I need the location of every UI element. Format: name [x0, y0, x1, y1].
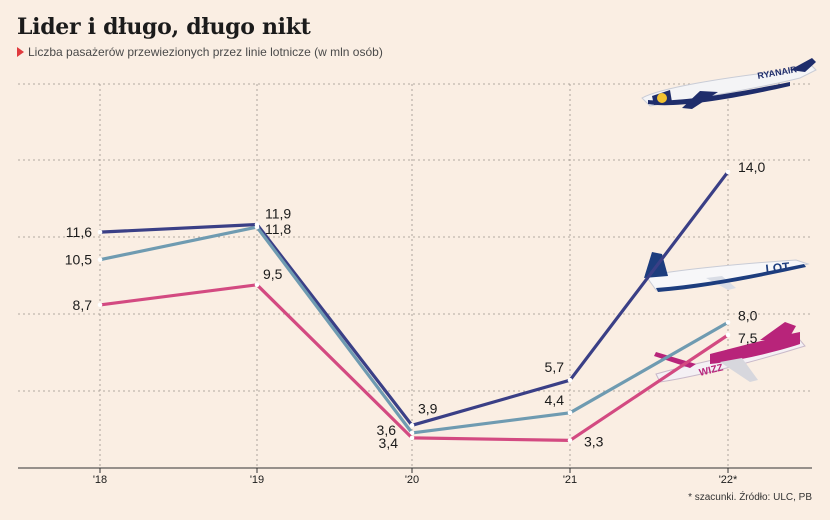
triangle-marker-icon [17, 47, 24, 57]
data-point-ryanair [409, 423, 415, 428]
x-tick-label: '22* [719, 474, 738, 486]
chart-series [97, 169, 731, 443]
data-point-ryanair [567, 377, 573, 383]
x-tick-label: '21 [563, 474, 577, 486]
footnote: * szacunki. Źródło: ULC, PB [688, 492, 812, 503]
data-point-lot [725, 320, 731, 325]
data-label-wizz: 3,3 [584, 433, 604, 449]
data-point-lot [567, 410, 573, 416]
chart-subtitle: Liczba pasażerów przewiezionych przez li… [17, 45, 383, 59]
data-point-wizz [254, 282, 260, 288]
data-label-wizz: 3,4 [379, 435, 399, 451]
data-point-ryanair [97, 229, 103, 235]
data-label-ryanair: 11,6 [66, 224, 92, 240]
x-tick-label: '19 [250, 474, 264, 486]
data-label-lot: 3,6 [377, 422, 397, 438]
x-axis: '18 '19 '20 '21 '22* [18, 467, 812, 486]
data-label-wizz: 9,5 [263, 266, 283, 282]
wizz-plane-icon: WIZZ [654, 322, 806, 383]
data-point-wizz [409, 435, 415, 441]
data-label-wizz: 8,7 [73, 297, 93, 313]
chart-title: Lider i długo, długo nikt [17, 14, 311, 40]
lot-plane-icon: LOT [644, 252, 810, 292]
data-point-lot [97, 257, 103, 262]
chart-data-labels: 11,6 11,9 3,9 5,7 14,0 10,5 11,8 3,6 4,4 8,0 8,7 9,… [65, 159, 766, 451]
data-label-lot: 11,8 [265, 221, 291, 237]
data-point-wizz [725, 332, 731, 338]
data-point-wizz [97, 302, 103, 308]
x-tick-label: '20 [405, 474, 419, 486]
series-line-wizz [98, 283, 730, 442]
data-label-ryanair: 3,9 [418, 400, 438, 416]
subtitle-text: Liczba pasażerów przewiezionych przez li… [28, 45, 383, 59]
series-line-lot [98, 225, 730, 435]
data-label-ryanair: 11,9 [265, 206, 291, 222]
data-label-lot: 8,0 [738, 307, 758, 323]
data-label-wizz: 7,5 [738, 330, 758, 346]
lot-livery-text: LOT [765, 259, 791, 276]
data-point-ryanair [725, 169, 731, 175]
data-label-lot: 4,4 [545, 392, 565, 408]
ryanair-plane-icon: RYANAIR [641, 58, 817, 109]
data-point-lot [254, 224, 260, 230]
data-label-ryanair: 5,7 [545, 359, 565, 375]
x-tick-label: '18 [93, 474, 107, 486]
data-label-lot: 10,5 [65, 252, 92, 268]
series-line-ryanair [98, 170, 730, 427]
data-point-lot [409, 430, 415, 436]
data-point-wizz [567, 438, 573, 443]
data-label-ryanair: 14,0 [738, 159, 765, 175]
